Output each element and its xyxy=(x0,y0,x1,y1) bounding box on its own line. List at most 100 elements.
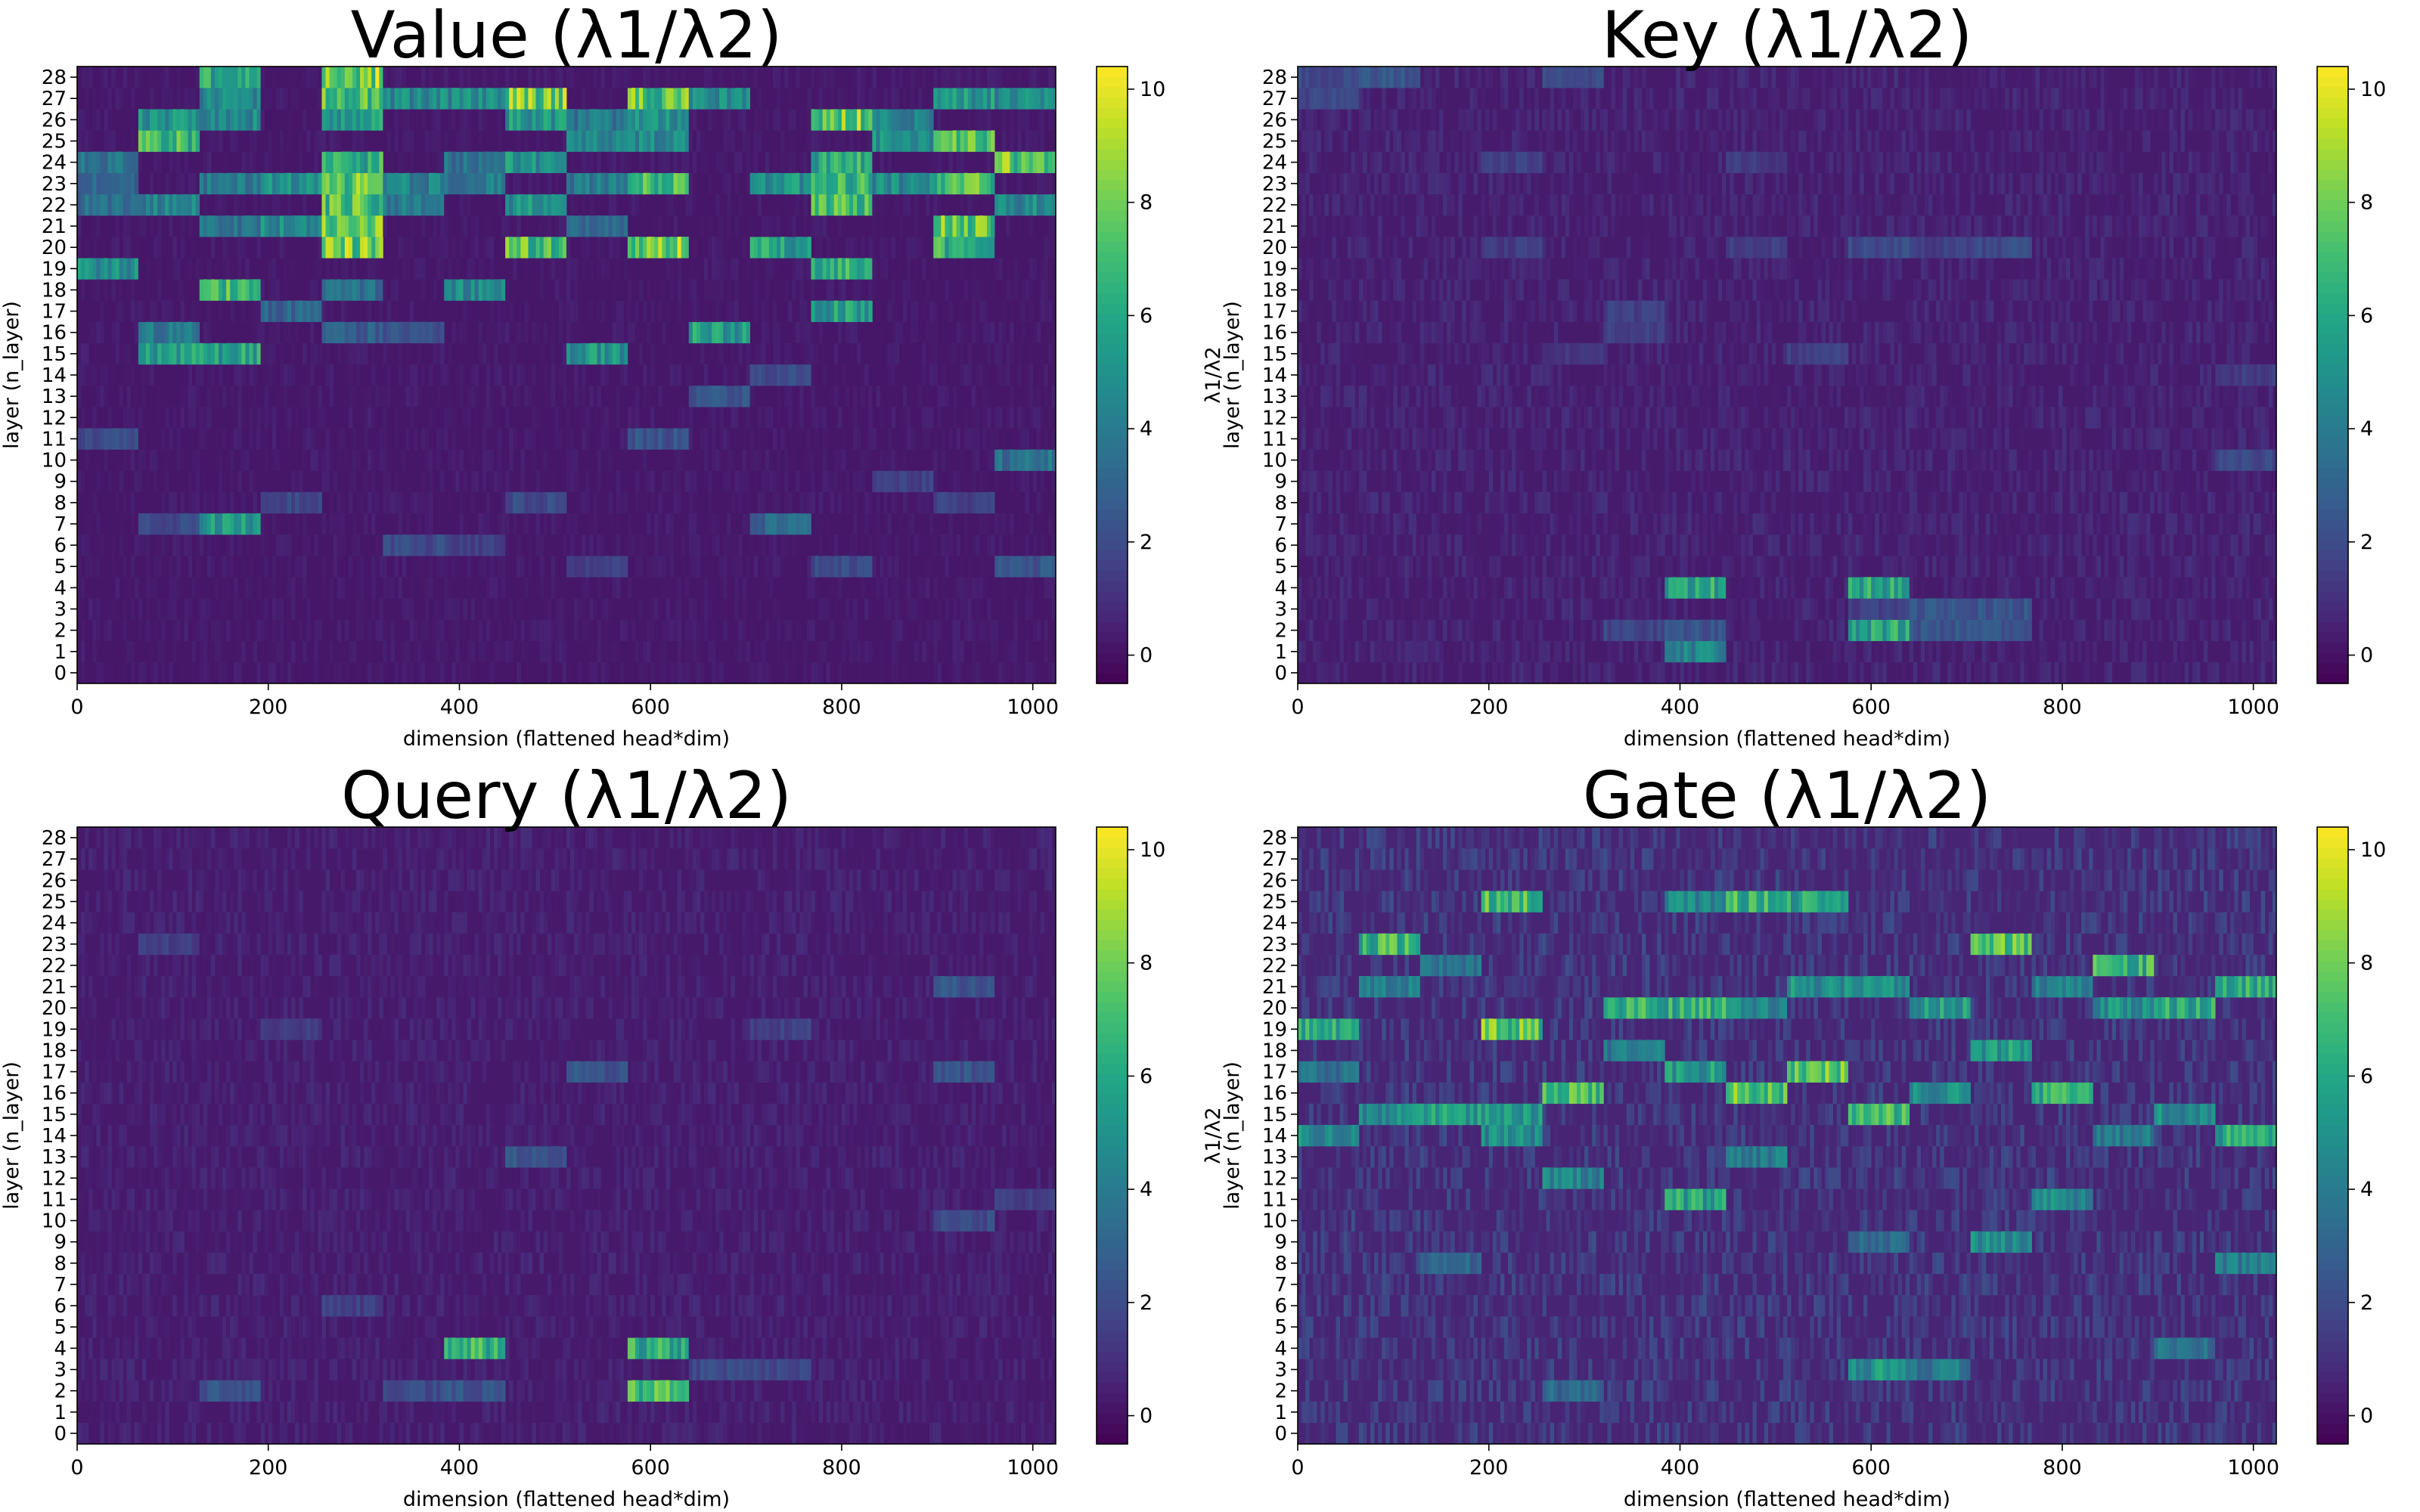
colorbar-gradient-step xyxy=(1097,488,1128,499)
heatmap-cell xyxy=(887,428,892,450)
heatmap-cell xyxy=(264,172,269,195)
heatmap-cell xyxy=(1017,470,1022,493)
heatmap-cell xyxy=(1010,194,1014,216)
heatmap-cell xyxy=(647,513,651,535)
heatmap-cell xyxy=(765,556,770,578)
heatmap-cell xyxy=(275,491,281,514)
heatmap-cell xyxy=(230,342,234,365)
heatmap-cell xyxy=(154,342,158,365)
heatmap-cell xyxy=(727,300,731,322)
heatmap-cell xyxy=(1010,556,1014,578)
heatmap-cell xyxy=(364,321,368,344)
heatmap-cell xyxy=(933,428,938,450)
heatmap-cell xyxy=(402,279,407,301)
heatmap-cell xyxy=(1492,662,1497,684)
heatmap-cell xyxy=(440,237,445,259)
heatmap-cell xyxy=(929,342,934,365)
heatmap-cell xyxy=(926,556,930,578)
heatmap-cell xyxy=(684,130,690,152)
heatmap-cell xyxy=(268,407,273,429)
heatmap-cell xyxy=(340,67,346,88)
heatmap-cell xyxy=(279,386,284,407)
heatmap-cell xyxy=(134,577,139,599)
heatmap-cell xyxy=(975,109,980,131)
heatmap-cell xyxy=(991,237,995,259)
heatmap-cell xyxy=(188,428,193,450)
heatmap-cell xyxy=(459,449,464,471)
heatmap-cell xyxy=(130,300,135,322)
heatmap-cell xyxy=(861,151,865,173)
heatmap-cell xyxy=(532,88,536,110)
heatmap-cell xyxy=(604,662,609,684)
heatmap-cell xyxy=(1469,640,1474,663)
heatmap-cell xyxy=(180,109,185,131)
heatmap-cell xyxy=(1462,640,1466,663)
heatmap-cell xyxy=(1791,662,1795,684)
heatmap-cell xyxy=(337,67,342,88)
heatmap-cell xyxy=(918,237,923,259)
heatmap-cell xyxy=(413,172,418,195)
heatmap-cell xyxy=(318,215,322,237)
heatmap-cell xyxy=(245,342,250,365)
heatmap-cell xyxy=(424,88,430,110)
heatmap-cell xyxy=(379,300,383,322)
heatmap-cell xyxy=(249,662,253,684)
heatmap-cell xyxy=(520,449,525,471)
heatmap-cell xyxy=(85,194,89,216)
heatmap-cell xyxy=(669,172,674,195)
heatmap-cell xyxy=(493,321,498,344)
heatmap-cell xyxy=(593,556,597,578)
heatmap-cell xyxy=(138,67,143,88)
heatmap-cell xyxy=(528,67,532,88)
heatmap-cell xyxy=(937,151,942,173)
heatmap-cell xyxy=(355,151,361,173)
heatmap-cell xyxy=(444,364,448,386)
heatmap-cell xyxy=(777,449,781,471)
heatmap-cell xyxy=(608,151,613,173)
heatmap-cell xyxy=(822,258,827,280)
heatmap-cell xyxy=(570,534,575,556)
heatmap-cell xyxy=(761,556,766,578)
heatmap-cell xyxy=(344,215,349,237)
heatmap-cell xyxy=(355,279,361,301)
heatmap-cell xyxy=(299,172,303,195)
heatmap-cell xyxy=(253,194,257,216)
heatmap-cell xyxy=(486,386,491,407)
heatmap-cell xyxy=(1947,662,1952,684)
heatmap-cell xyxy=(253,88,257,110)
heatmap-cell xyxy=(433,619,437,642)
heatmap-cell xyxy=(489,300,495,322)
heatmap-cell xyxy=(241,88,246,110)
colorbar-tick-label: 0 xyxy=(1140,644,1153,668)
heatmap-cell xyxy=(914,215,919,237)
heatmap-cell xyxy=(436,662,441,684)
heatmap-cell xyxy=(463,534,467,556)
heatmap-cell xyxy=(952,577,957,599)
heatmap-cell xyxy=(975,130,980,152)
heatmap-cell xyxy=(712,662,716,684)
heatmap-cell xyxy=(355,449,361,471)
heatmap-cell xyxy=(249,513,253,535)
heatmap-cell xyxy=(551,109,556,131)
heatmap-cell xyxy=(619,428,625,450)
heatmap-cell xyxy=(811,67,815,88)
heatmap-cell xyxy=(891,449,896,471)
heatmap-cell xyxy=(845,172,850,195)
heatmap-cell xyxy=(352,342,357,365)
heatmap-cell xyxy=(199,619,204,642)
heatmap-cell xyxy=(616,407,621,429)
heatmap-cell xyxy=(433,88,437,110)
heatmap-cell xyxy=(448,534,452,556)
heatmap-cell xyxy=(994,470,999,493)
heatmap-cell xyxy=(906,577,911,599)
heatmap-cell xyxy=(463,172,467,195)
heatmap-cell xyxy=(1657,662,1661,684)
heatmap-cell xyxy=(864,428,869,450)
heatmap-cell xyxy=(837,151,842,173)
heatmap-cell xyxy=(474,407,479,429)
heatmap-cell xyxy=(318,491,322,514)
heatmap-cell xyxy=(1017,130,1022,152)
heatmap-cell xyxy=(237,640,242,663)
heatmap-cell xyxy=(1017,407,1022,429)
heatmap-cell xyxy=(910,491,915,514)
